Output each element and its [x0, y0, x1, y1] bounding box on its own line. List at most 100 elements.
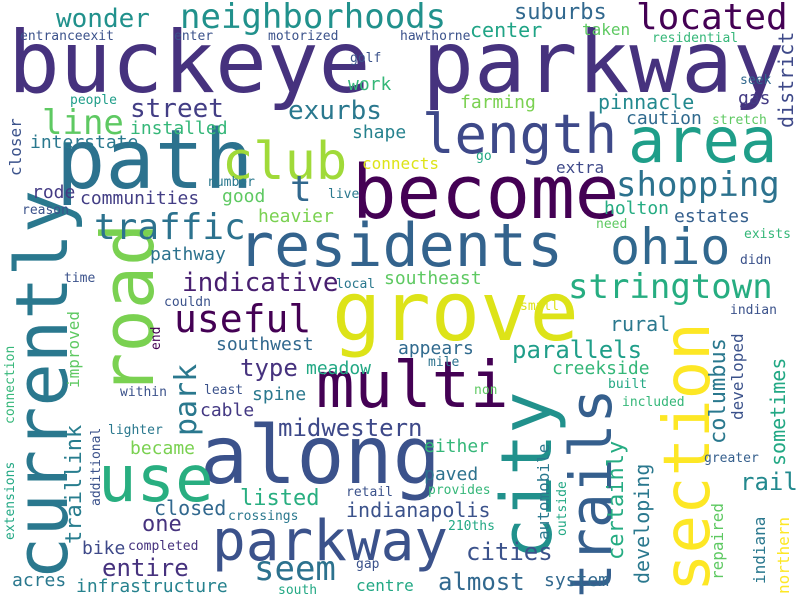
word-use: use [98, 443, 214, 517]
word-crossings: crossings [228, 509, 299, 524]
word-enter: enter [174, 29, 214, 44]
word-grove: grove [332, 265, 579, 360]
word-installed: installed [130, 118, 228, 139]
word-parallels: parallels [512, 336, 643, 364]
word-motorized: motorized [268, 29, 339, 44]
word-center: center [470, 18, 543, 42]
word-indian: indian [730, 303, 777, 318]
word-closer: closer [6, 118, 25, 176]
word-indiana: indiana [750, 516, 769, 584]
word-entranceexit: entranceexit [20, 29, 114, 44]
word-people: people [70, 93, 117, 108]
word-paved: paved [424, 464, 479, 485]
word-rode: rode [32, 182, 76, 203]
word-become: become [352, 150, 620, 236]
word-go: go [476, 149, 492, 164]
word-hawthorne: hawthorne [400, 29, 471, 44]
word-seem: seem [254, 549, 336, 589]
word-pathway: pathway [150, 244, 226, 265]
word-exurbs: exurbs [288, 96, 382, 126]
word-completed: completed [128, 539, 199, 554]
word-south: south [278, 583, 318, 598]
word-northern: northern [774, 516, 793, 594]
word-live: live [328, 187, 360, 202]
word-couldn: couldn [164, 295, 211, 310]
word-outside: outside [555, 481, 570, 536]
word-park: park [169, 363, 204, 436]
word-gap: gap [356, 557, 380, 572]
word-lighter: lighter [108, 423, 163, 438]
word-gas: gas [738, 88, 771, 109]
word-club: club [222, 132, 348, 192]
word-golf: golf [350, 51, 382, 66]
word-certainly: certainly [604, 440, 629, 560]
word-district: district [774, 31, 798, 128]
word-non: non [474, 383, 498, 398]
word-along: along [200, 409, 441, 502]
word-almost: almost [438, 568, 525, 596]
word-bike: bike [82, 538, 126, 559]
word-indicative: indicative [182, 268, 339, 298]
word-improved: improved [64, 310, 83, 388]
word-farming: farming [460, 92, 536, 113]
word-creekside: creekside [552, 358, 650, 379]
word-repaired: repaired [708, 502, 727, 580]
word-caution: caution [626, 108, 702, 129]
word-developing: developing [630, 463, 654, 584]
word-estates: estates [674, 206, 750, 227]
word-end: end [149, 326, 164, 350]
word-holton: holton [604, 198, 670, 219]
word-meadow: meadow [306, 358, 372, 379]
word-included: included [622, 395, 685, 410]
word-type: type [240, 354, 298, 382]
word-within: within [120, 385, 167, 400]
word-interstate: interstate [30, 132, 139, 153]
word-sometimes: sometimes [766, 357, 790, 466]
word-wonder: wonder [56, 4, 150, 34]
word-built: built [608, 377, 648, 392]
word-developed: developed [728, 333, 747, 420]
word-infrastructure: infrastructure [76, 576, 228, 597]
word-heavier: heavier [258, 206, 334, 227]
word-greater: greater [704, 451, 759, 466]
word-number: number [208, 175, 255, 190]
word-extra: extra [556, 158, 605, 177]
word-connects: connects [362, 154, 440, 173]
word-210ths: 210ths [448, 519, 495, 534]
word-parkway: parkway [212, 509, 449, 574]
word-area: area [628, 104, 778, 177]
word-reason: reason [22, 203, 69, 218]
word-residential: residential [652, 31, 739, 46]
word-residents: residents [238, 211, 564, 281]
word-pinnacle: pinnacle [598, 90, 695, 114]
word-work: work [348, 74, 392, 95]
word-didn: didn [740, 253, 772, 268]
word-suburbs: suburbs [514, 0, 607, 25]
word-useful: useful [174, 297, 312, 341]
word-rail: rail [740, 468, 798, 496]
word-additional: additional [89, 427, 104, 506]
word-extensions: extensions [3, 461, 18, 540]
word-became: became [130, 438, 196, 459]
word-indianapolis: indianapolis [346, 498, 491, 522]
word-small: small [520, 299, 560, 314]
word-closed: closed [154, 496, 227, 520]
word-retail: retail [346, 485, 393, 500]
word-ohio: ohio [610, 218, 731, 276]
word-stringtown: stringtown [568, 267, 773, 307]
word-multi: multi [316, 349, 509, 423]
word-communities: communities [80, 188, 200, 209]
word-exists: exists [744, 227, 791, 242]
word-system: system [544, 570, 610, 591]
word-seek: seek [740, 73, 772, 88]
word-line: line [42, 103, 124, 143]
word-located: located [636, 0, 788, 38]
word-one: one [142, 512, 182, 537]
word-shape: shape [352, 122, 407, 143]
word-local: local [336, 277, 376, 292]
word-connection: connection [3, 345, 18, 424]
word-southwest: southwest [216, 334, 314, 355]
word-midwestern: midwestern [278, 414, 423, 442]
word-cities: cities [466, 538, 553, 566]
word-automobile: automobile [534, 443, 553, 540]
